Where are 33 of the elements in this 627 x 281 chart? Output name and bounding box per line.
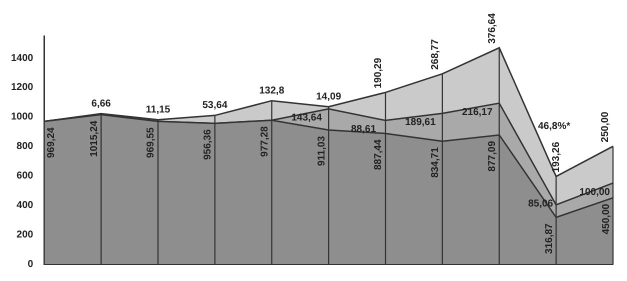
data-label: 11,15 — [146, 104, 171, 116]
data-label: 911,03 — [316, 136, 328, 166]
data-label: 969,24 — [46, 126, 57, 158]
y-tick-label: 400 — [16, 200, 34, 211]
y-tick-label: 800 — [16, 141, 34, 152]
y-tick-label: 600 — [16, 170, 34, 182]
data-label: 268,77 — [430, 38, 442, 70]
data-label: 143,64 — [291, 112, 322, 124]
data-label: 190,29 — [373, 57, 384, 88]
data-label: 193,26 — [550, 141, 562, 172]
data-label: 956,36 — [202, 128, 214, 160]
annotation: 46,8%* — [538, 121, 570, 132]
y-tick-label: 1400 — [10, 52, 34, 64]
data-label: 316,87 — [544, 222, 555, 254]
data-label: 189,61 — [405, 117, 436, 128]
data-label: 216,17 — [462, 106, 493, 118]
y-tick-label: 1000 — [10, 112, 34, 123]
y-tick-label: 0 — [28, 258, 34, 270]
data-label: 450,00 — [600, 203, 612, 234]
data-label: 14,09 — [316, 92, 342, 103]
data-label: 132,8 — [259, 85, 285, 96]
y-tick-label: 200 — [16, 229, 34, 240]
data-label: 376,64 — [487, 12, 498, 44]
data-label: 834,71 — [430, 146, 442, 178]
data-label: 6,66 — [91, 98, 112, 110]
data-label: 877,09 — [487, 140, 498, 172]
data-label: 53,64 — [202, 100, 228, 112]
data-label: 969,55 — [146, 126, 157, 158]
data-label: 1015,24 — [88, 120, 100, 157]
data-label: 977,28 — [260, 126, 270, 157]
y-tick-label: 1200 — [10, 82, 34, 94]
data-label: 887,44 — [373, 139, 384, 170]
data-label: 250,00 — [600, 111, 611, 142]
